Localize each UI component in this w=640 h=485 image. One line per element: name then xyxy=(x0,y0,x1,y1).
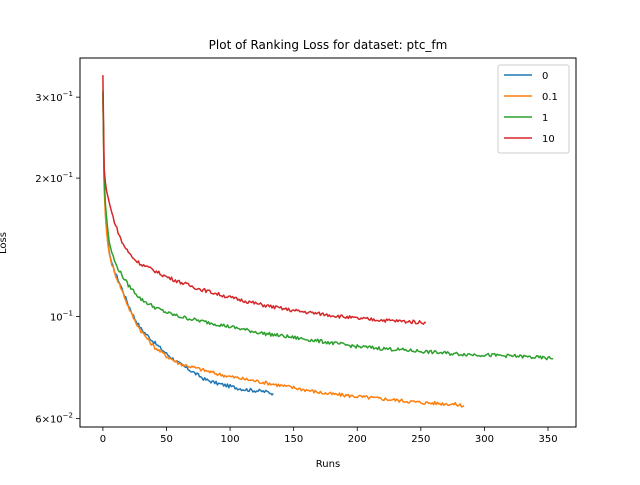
legend-label-0.1: 0.1 xyxy=(542,92,558,103)
plot-frame xyxy=(79,57,577,428)
y-tick-label: 6×10−2 xyxy=(35,412,73,426)
legend-label-1: 1 xyxy=(542,113,548,124)
legend-label-10: 10 xyxy=(542,134,555,145)
chart-title: Plot of Ranking Loss for dataset: ptc_fm xyxy=(209,38,448,52)
series-layer xyxy=(102,75,554,408)
y-tick-label: 10−1 xyxy=(50,310,73,324)
x-tick-label: 50 xyxy=(160,434,173,445)
x-tick-label: 300 xyxy=(475,434,494,445)
y-tick-label: 3×10−1 xyxy=(35,90,73,104)
x-tick-label: 350 xyxy=(538,434,557,445)
series-line-1 xyxy=(102,90,554,361)
legend-box xyxy=(497,64,570,154)
x-tick-label: 250 xyxy=(411,434,430,445)
x-tick-label: 150 xyxy=(284,434,303,445)
legend-label-0: 0 xyxy=(542,71,548,82)
y-axis-label: Loss xyxy=(0,232,9,254)
x-axis-ticks: 0 50 100 150 200 250 300 350 xyxy=(100,427,558,445)
legend: 0 0.1 1 10 xyxy=(497,64,570,154)
x-axis-label: Runs xyxy=(316,459,340,470)
series-line-0.1 xyxy=(102,97,465,408)
y-axis-ticks: 3×10−1 2×10−1 10−1 6×10−2 xyxy=(35,90,80,426)
series-line-10 xyxy=(102,75,427,325)
y-tick-label: 2×10−1 xyxy=(35,171,73,185)
x-tick-label: 0 xyxy=(100,434,106,445)
x-tick-label: 200 xyxy=(348,434,367,445)
x-tick-label: 100 xyxy=(221,434,240,445)
